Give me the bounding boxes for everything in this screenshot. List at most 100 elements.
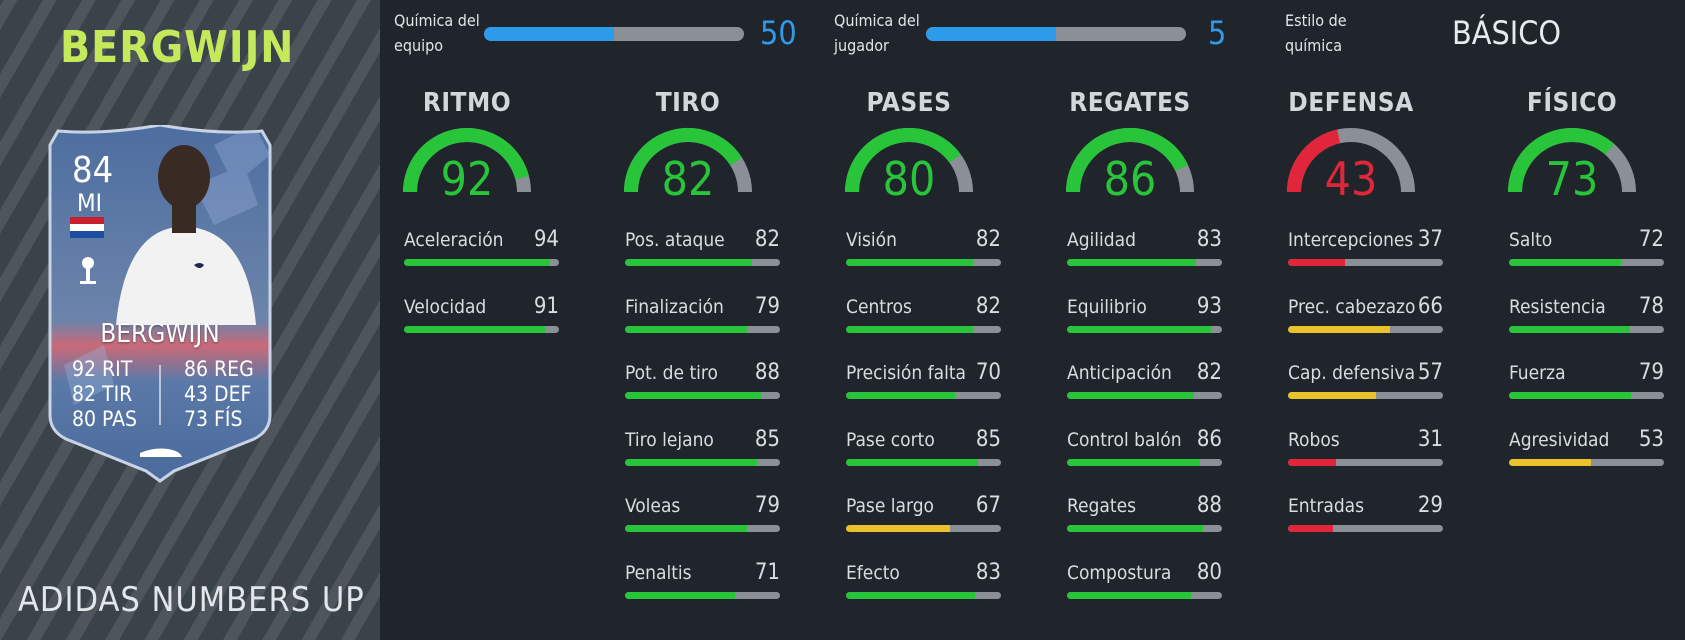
gauge-fill bbox=[1508, 128, 1615, 193]
stat-row: Voleas 79 bbox=[625, 493, 780, 543]
stat-bar-fill bbox=[846, 591, 975, 599]
stat-bar-fill bbox=[846, 525, 950, 532]
stat-bar bbox=[846, 392, 1001, 399]
stat-bar bbox=[846, 325, 1001, 333]
stat-value: 29 bbox=[1417, 493, 1443, 518]
stat-row: Regates 88 bbox=[1067, 493, 1222, 543]
player-name-title: BERGWIJN bbox=[60, 22, 295, 73]
stat-value: 31 bbox=[1417, 426, 1443, 452]
stat-value: 85 bbox=[975, 426, 1001, 452]
stat-row: Equilibrio 93 bbox=[1067, 294, 1222, 344]
stat-value: 94 bbox=[533, 227, 559, 252]
category-gauge bbox=[624, 128, 752, 193]
stat-name: Voleas bbox=[625, 495, 681, 517]
stat-bar bbox=[625, 259, 780, 266]
stat-name: Agilidad bbox=[1067, 229, 1136, 251]
stat-row: Agilidad 83 bbox=[1067, 227, 1222, 277]
stat-name: Velocidad bbox=[404, 295, 487, 318]
stat-value: 72 bbox=[1638, 227, 1664, 252]
stat-name: Equilibrio bbox=[1067, 295, 1147, 318]
card-stat: 82 TIR bbox=[72, 382, 133, 406]
stat-bar bbox=[1288, 458, 1443, 466]
stat-value: 88 bbox=[754, 360, 780, 385]
category-gauge bbox=[1287, 128, 1415, 193]
stat-bar bbox=[1509, 259, 1664, 266]
player-card[interactable]: 84 MI BERGWIJN 92 RIT 82 TIR 80 PAS 86 R… bbox=[44, 125, 276, 483]
stat-value: 79 bbox=[754, 293, 780, 319]
stat-bar-fill bbox=[1067, 525, 1204, 532]
stat-bar bbox=[846, 591, 1001, 599]
stat-row: Entradas 29 bbox=[1288, 493, 1443, 543]
stat-value: 78 bbox=[1638, 293, 1664, 319]
card-stat: 92 RIT bbox=[72, 357, 133, 381]
stat-bar-fill bbox=[625, 525, 748, 532]
category-title: REGATES bbox=[1069, 88, 1191, 118]
card-stat: 80 PAS bbox=[72, 407, 138, 431]
stat-bar bbox=[1509, 392, 1664, 399]
stat-name: Penaltis bbox=[625, 561, 692, 584]
category-gauge bbox=[1508, 128, 1636, 193]
gauge-fill bbox=[845, 128, 961, 193]
stat-bar-fill bbox=[846, 458, 978, 466]
stat-bar-fill bbox=[1509, 458, 1592, 466]
stat-bar-fill bbox=[1288, 458, 1337, 466]
stat-bar-fill bbox=[404, 325, 546, 333]
stat-bar bbox=[1067, 458, 1222, 466]
stat-value: 88 bbox=[1196, 493, 1222, 518]
stat-name: Prec. cabezazo bbox=[1288, 295, 1416, 318]
stat-name: Cap. defensiva bbox=[1288, 362, 1416, 384]
stat-row: Fuerza 79 bbox=[1509, 360, 1664, 410]
stat-name: Precisión falta bbox=[846, 362, 967, 384]
chemistry-style-label: Estilo de química bbox=[1285, 11, 1347, 55]
category-value: 82 bbox=[661, 152, 715, 206]
category-value: 86 bbox=[1103, 152, 1157, 206]
stat-bar-fill bbox=[1067, 325, 1212, 333]
stat-value: 66 bbox=[1417, 293, 1443, 319]
stat-value: 53 bbox=[1638, 426, 1664, 452]
stat-value: 86 bbox=[1196, 426, 1222, 452]
boot-icon bbox=[140, 448, 182, 457]
player-chemistry-label: Química del jugador bbox=[834, 11, 920, 55]
stat-bar-fill bbox=[625, 392, 762, 399]
stat-row: Pase largo 67 bbox=[846, 493, 1001, 543]
stat-name: Pase corto bbox=[846, 428, 935, 451]
stat-name: Pot. de tiro bbox=[625, 362, 718, 384]
stat-bar bbox=[625, 392, 780, 399]
stat-row: Resistencia 78 bbox=[1509, 294, 1664, 344]
stat-row: Compostura 80 bbox=[1067, 560, 1222, 610]
gauge-fill bbox=[1287, 129, 1341, 193]
stat-value: 93 bbox=[1196, 293, 1222, 319]
player-panel: BERGWIJN bbox=[0, 0, 380, 640]
stat-bar-fill bbox=[1288, 525, 1333, 532]
stat-bar bbox=[1288, 325, 1443, 333]
category-gauge bbox=[403, 128, 531, 193]
stat-bar bbox=[1067, 259, 1222, 266]
stat-bar bbox=[625, 325, 780, 333]
stat-bar-fill bbox=[1067, 392, 1195, 399]
player-chemistry-value: 5 bbox=[1208, 14, 1227, 52]
stat-bar-fill bbox=[625, 259, 753, 266]
stat-row: Robos 31 bbox=[1288, 427, 1443, 477]
stat-row: Anticipación 82 bbox=[1067, 360, 1222, 410]
category-title: DEFENSA bbox=[1288, 88, 1414, 118]
stat-name: Intercepciones bbox=[1288, 229, 1414, 251]
category-value: 92 bbox=[440, 152, 494, 206]
stat-name: Pase largo bbox=[846, 495, 935, 517]
stat-bar-fill bbox=[1509, 259, 1621, 266]
stat-value: 67 bbox=[975, 493, 1001, 518]
chemistry-style-value[interactable]: BÁSICO bbox=[1452, 14, 1561, 52]
category-title: TIRO bbox=[655, 88, 721, 118]
stat-row: Velocidad 91 bbox=[404, 294, 559, 344]
stat-value: 82 bbox=[975, 293, 1001, 319]
stat-bar bbox=[1067, 325, 1222, 333]
stat-bar bbox=[1067, 392, 1222, 399]
stat-name: Agresividad bbox=[1509, 428, 1610, 451]
stat-bar bbox=[1509, 458, 1664, 466]
stat-bar bbox=[846, 525, 1001, 532]
stat-value: 83 bbox=[1196, 227, 1222, 252]
netherlands-flag-icon bbox=[70, 217, 104, 238]
stat-value: 37 bbox=[1417, 227, 1443, 252]
stat-name: Compostura bbox=[1067, 561, 1172, 584]
stat-bar-fill bbox=[1509, 392, 1632, 399]
category-gauge bbox=[1066, 128, 1194, 193]
